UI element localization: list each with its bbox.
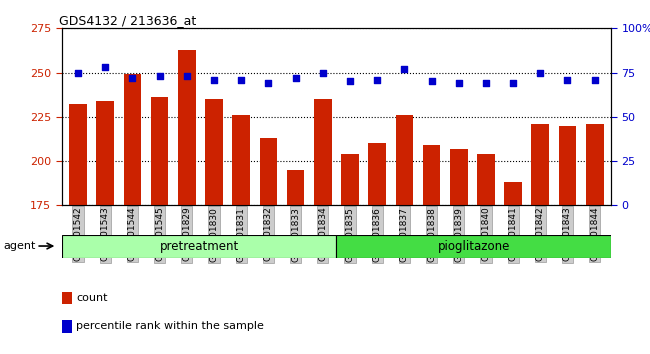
Point [263, 80, 274, 86]
Bar [341, 154, 359, 354]
Bar [337, 235, 611, 258]
Text: percentile rank within the sample: percentile rank within the sample [76, 321, 264, 331]
Bar [178, 50, 196, 354]
Text: pioglitazone: pioglitazone [437, 240, 510, 253]
Bar [232, 115, 250, 354]
Bar [558, 126, 577, 354]
Point [562, 77, 573, 82]
Bar [477, 154, 495, 354]
Point [399, 66, 410, 72]
Text: GDS4132 / 213636_at: GDS4132 / 213636_at [59, 14, 196, 27]
Point [590, 77, 600, 82]
Point [481, 80, 491, 86]
Bar [259, 138, 278, 354]
Bar [70, 104, 87, 354]
Point [100, 64, 110, 70]
Bar [422, 145, 441, 354]
Point [535, 70, 545, 75]
Text: pretreatment: pretreatment [159, 240, 239, 253]
Point [318, 70, 328, 75]
Bar [96, 101, 114, 354]
Text: count: count [76, 293, 107, 303]
Bar [586, 124, 603, 354]
Bar [532, 124, 549, 354]
Point [73, 70, 83, 75]
Bar [504, 182, 522, 354]
Text: agent: agent [3, 241, 36, 251]
Point [236, 77, 246, 82]
Bar [395, 115, 413, 354]
Bar [151, 97, 168, 354]
Point [426, 79, 437, 84]
Point [209, 77, 219, 82]
Point [372, 77, 382, 82]
Point [508, 80, 518, 86]
Point [454, 80, 464, 86]
Point [344, 79, 355, 84]
Bar [205, 99, 223, 354]
Point [127, 75, 138, 81]
Point [155, 73, 165, 79]
Bar [450, 149, 467, 354]
Point [181, 73, 192, 79]
Point [291, 75, 301, 81]
Bar [314, 99, 332, 354]
Bar [287, 170, 304, 354]
Bar [369, 143, 386, 354]
Bar [124, 74, 141, 354]
Bar [62, 235, 337, 258]
